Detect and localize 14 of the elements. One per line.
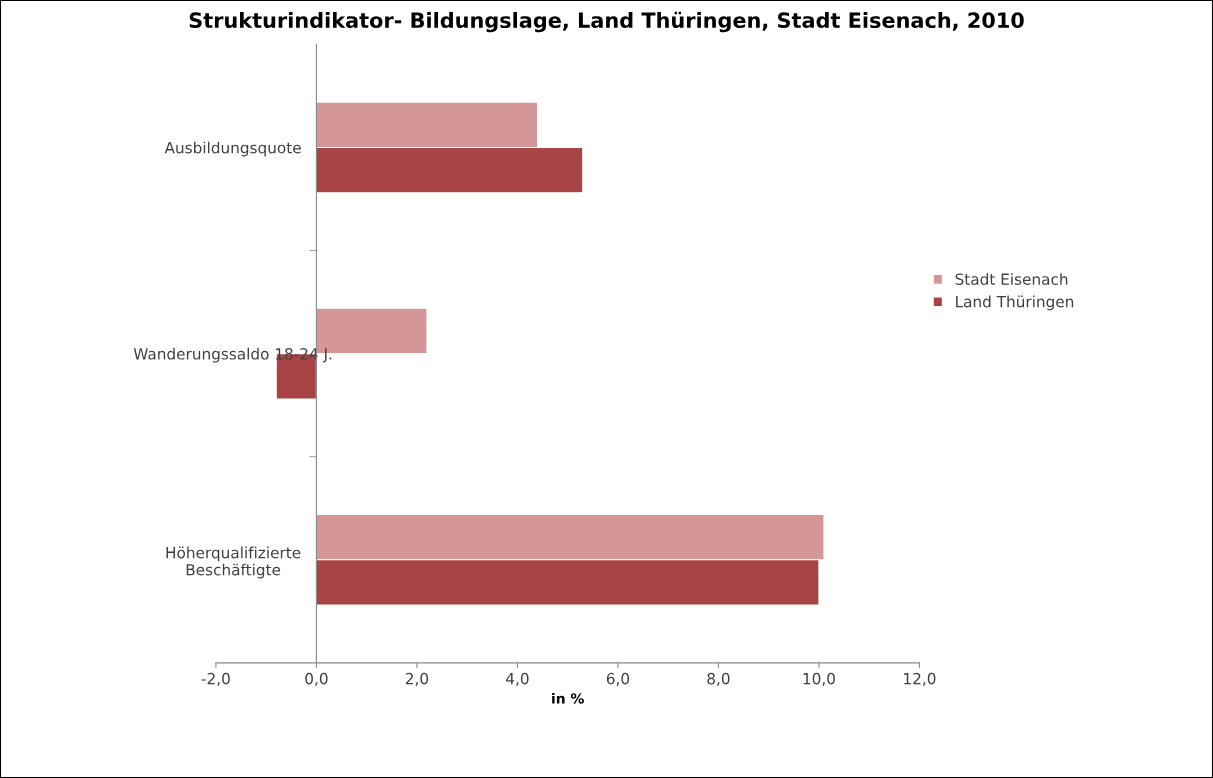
x-tick-label: 2,0 (405, 672, 429, 686)
x-tick-label: 10,0 (803, 672, 835, 686)
x-tick-label: 4,0 (506, 672, 529, 686)
x-tick-label: 12,0 (904, 672, 936, 686)
x-tick-label: 8,0 (707, 672, 730, 686)
x-tick-label: 6,0 (606, 672, 630, 686)
y-tick-label: Ausbildungsquote (164, 141, 301, 157)
legend-label: Land Thüringen (956, 295, 1074, 311)
x-tick-label: 0,0 (305, 672, 328, 686)
x-axis-title: in % (552, 692, 584, 704)
y-tick-label: Höherqualifizierte Beschäftigte (166, 546, 301, 579)
x-tick-label: -2,0 (201, 672, 230, 686)
legend-label: Stadt Eisenach (955, 273, 1068, 285)
chart-title: Strukturindikator- Bildungslage, Land Thüringen, Stadt Eisenach, 2010 (189, 11, 1024, 33)
